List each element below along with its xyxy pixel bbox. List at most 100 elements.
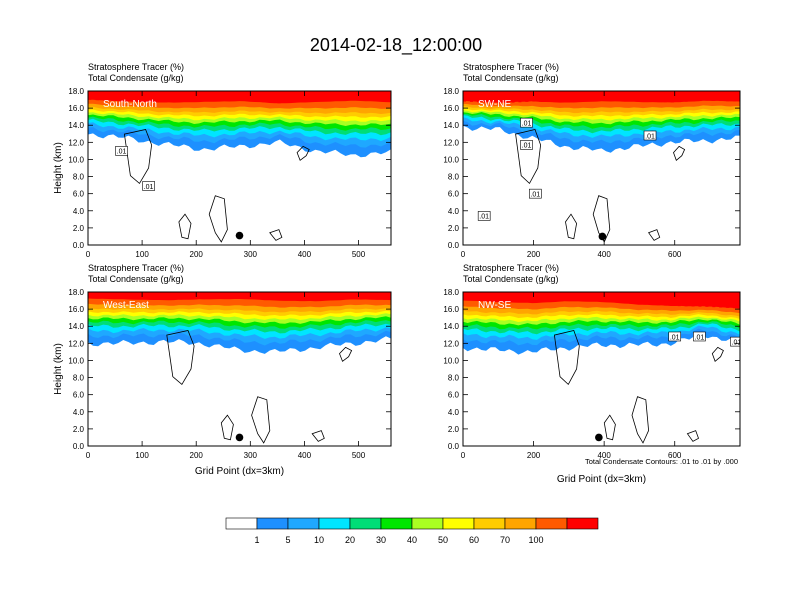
contour-label: .01 [479,214,489,221]
x-tick-label: 0 [461,250,466,259]
colorbar-swatch-0 [225,517,258,530]
tracer-spike [148,91,152,103]
tracer-spike [511,91,515,103]
y-tick-label: 12.0 [443,138,459,147]
tracer-spike [532,91,536,102]
tracer-spike [587,292,591,302]
colorbar-label: 100 [528,535,543,545]
colorbar: 1 5 10 20 30 40 50 60 70 100 [225,517,599,545]
tracer-spike [125,91,130,102]
contour-3 [565,213,578,240]
contour-label: .01 [117,149,127,156]
tracer-spike [95,292,99,299]
figure-title: 2014-02-18_12:00:00 [310,35,482,56]
tracer-spike [608,91,612,101]
tracer-spike [553,292,557,302]
marker-point [235,433,244,442]
x-tick-label: 0 [461,451,466,460]
tracer-spike [573,91,577,103]
tracer-spike [733,292,737,309]
x-tick-label: 400 [298,451,312,460]
y-tick-label: 16.0 [443,104,459,113]
tracer-spike [684,292,688,307]
tracer-spike [307,292,312,301]
y-tick-label: 14.0 [443,121,459,130]
y-tick-label: 10.0 [68,356,84,365]
contour-1 [592,195,611,243]
x-tick-label: 200 [190,250,204,259]
tracer-spike [125,292,130,300]
colorbar-label: 20 [345,535,355,545]
contour-2 [339,346,353,362]
y-axis-label: Height (km) [53,142,64,194]
tracer-spike [463,292,467,300]
x-tick-label: 200 [190,451,204,460]
x-tick-label: 200 [527,250,541,259]
x-tick-label: 400 [597,250,611,259]
tracer-spike [594,91,598,102]
tracer-spike [284,292,289,301]
tracer-spike [691,91,695,102]
tracer-spike [133,292,137,300]
tracer-spike [622,292,626,304]
tracer-spike [670,91,674,103]
y-tick-label: 18.0 [68,288,84,297]
tracer-spike [224,292,228,299]
contour-label-box [529,188,542,199]
contour-3 [220,414,234,441]
tracer-spike [511,292,515,303]
tracer-spike [643,292,647,305]
contour-label-box [520,117,533,128]
contour-2 [296,145,310,161]
contour-label-box [643,130,657,141]
tracer-spike [656,91,660,103]
tracer-spike [186,91,190,102]
tracer-spike [375,292,380,300]
colorbar-swatch-2 [287,517,320,530]
contour-1 [631,396,650,444]
y-tick-label: 8.0 [73,173,85,182]
x-tick-label: 300 [244,451,258,460]
tracer-spike [546,91,550,102]
y-tick-label: 0.0 [73,442,85,451]
tracer-spike [601,292,605,302]
tracer-spike [539,292,543,303]
tracer-spike [670,292,674,306]
plot-frame [87,291,392,447]
tracer-spike [110,292,115,299]
tracer-spike [476,91,480,103]
marker-point [598,232,607,241]
colorbar-swatch-11 [566,517,599,530]
tracer-spike [629,292,633,304]
x-tick-label: 600 [668,451,682,460]
tracer-spike [726,292,730,308]
tracer-spike [277,91,281,104]
y-tick-label: 14.0 [68,121,84,130]
contour-0 [166,330,195,386]
tracer-spike [360,91,365,101]
tracer-spike [224,91,228,102]
colorbar-label: 70 [500,535,510,545]
condensate-contours [123,129,310,243]
tracer-spike [156,292,160,300]
condensate-contours [166,330,353,444]
tracer-spike [353,91,357,100]
tracer-spike [483,292,487,302]
colorbar-swatch-3 [318,517,351,530]
tracer-spike [194,91,198,102]
tracer-spike [330,292,334,301]
panel-title-line1: Stratosphere Tracer (%) [463,62,559,72]
tracer-spike [712,292,716,308]
tracer-spike [103,91,107,101]
tracer-spike [643,91,647,102]
tracer-spike [178,91,183,103]
tracer-spike [163,292,168,300]
plot-area: .01 .01 .01 .01 .01 SW-NE [463,91,740,245]
tracer-spike [239,292,243,299]
x-axis-label: Grid Point (dx=3km) [195,466,284,477]
marker-point [235,231,244,240]
y-tick-label: 14.0 [68,322,84,331]
tracer-spike [518,91,522,103]
tracer-spike [141,91,145,102]
tracer-spike [649,292,654,305]
